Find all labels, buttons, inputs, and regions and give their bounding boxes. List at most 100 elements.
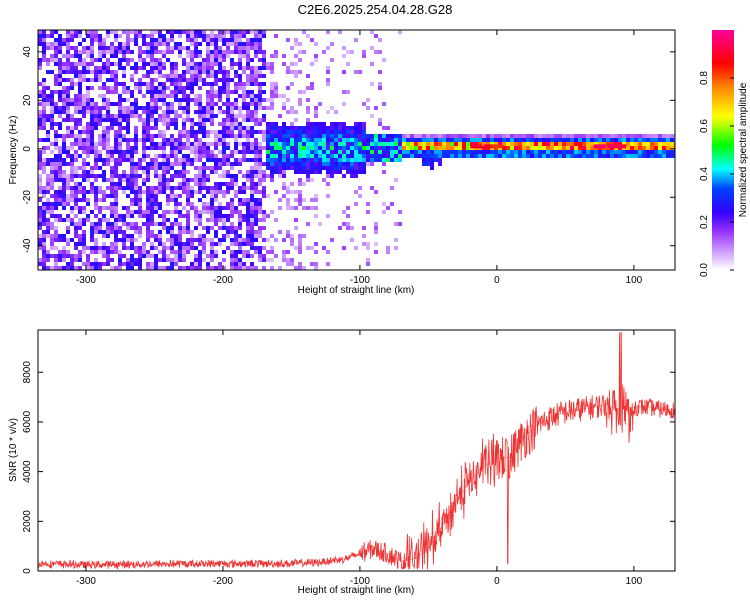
spectrogram-cell <box>174 198 178 202</box>
spectrogram-cell <box>102 82 106 86</box>
spectrogram-cell <box>382 170 386 174</box>
spectrogram-cell <box>466 134 470 138</box>
spectrogram-cell <box>314 114 318 118</box>
spectrogram-cell <box>66 146 70 150</box>
spectrogram-cell <box>414 142 418 146</box>
spectrogram-cell <box>386 158 390 162</box>
spectrogram-cell <box>118 154 122 158</box>
spectrogram-cell <box>246 178 250 182</box>
spectrogram-cell <box>290 234 294 238</box>
spectrogram-cell <box>58 38 62 42</box>
spectrogram-cell <box>262 106 266 110</box>
spectrogram-cell <box>254 66 258 70</box>
spectrogram-cell <box>270 146 274 150</box>
spectrogram-peak-cell <box>490 144 503 149</box>
spectrogram-cell <box>130 50 134 54</box>
spectrogram-cell <box>278 142 282 146</box>
spectrogram-cell <box>214 138 218 142</box>
spectrogram-cell <box>230 90 234 94</box>
spectrogram-cell <box>150 158 154 162</box>
spectrogram-cell <box>222 158 226 162</box>
spectrogram-cell <box>506 138 510 142</box>
spectrogram-cell <box>334 150 338 154</box>
spectrogram-cell <box>574 146 578 150</box>
spectrogram-cell <box>134 102 138 106</box>
spectrogram-cell <box>222 86 226 90</box>
spectrogram-cell <box>118 62 122 66</box>
spectrogram-cell <box>106 262 110 266</box>
spectrogram-cell <box>350 226 354 230</box>
spectrogram-cell <box>54 54 58 58</box>
spectrogram-cell <box>150 222 154 226</box>
spectrogram-cell <box>50 238 54 242</box>
spectrogram-cell <box>66 58 70 62</box>
spectrogram-cell <box>174 114 178 118</box>
spectrogram-cell <box>270 94 274 98</box>
spectrogram-cell <box>530 154 534 158</box>
spectrogram-cell <box>614 150 618 154</box>
spectrogram-cell <box>330 170 334 174</box>
spectrogram-cell <box>114 226 118 230</box>
spectrogram-cell <box>574 138 578 142</box>
spectrogram-cell <box>270 170 274 174</box>
spectrogram-cell <box>662 146 666 150</box>
spectrogram-cell <box>314 194 318 198</box>
spectrogram-cell <box>82 198 86 202</box>
spectrogram-cell <box>126 186 130 190</box>
spectrogram-cell <box>70 174 74 178</box>
spectrogram-cell <box>242 94 246 98</box>
spectrogram-cell <box>86 98 90 102</box>
spectrogram-cell <box>46 102 50 106</box>
spectrogram-cell <box>78 118 82 122</box>
spectrogram-cell <box>146 126 150 130</box>
spectrogram-cell <box>274 158 278 162</box>
spectrogram-cell <box>314 146 318 150</box>
spectrogram-cell <box>58 162 62 166</box>
spectrogram-cell <box>214 62 218 66</box>
spectrogram-cell <box>78 198 82 202</box>
spectrogram-cell <box>86 78 90 82</box>
spectrogram-cell <box>150 198 154 202</box>
spectrogram-cell <box>302 90 306 94</box>
spectrogram-cell <box>234 210 238 214</box>
spectrogram-cell <box>330 142 334 146</box>
spectrogram-cell <box>194 254 198 258</box>
spectrogram-cell <box>114 150 118 154</box>
spectrogram-cell <box>234 190 238 194</box>
spectrogram-cell <box>358 130 362 134</box>
spectrogram-cell <box>246 30 250 34</box>
spectrogram-cell <box>258 170 262 174</box>
spectrogram-cell <box>238 246 242 250</box>
spectrogram-cell <box>494 134 498 138</box>
spectrogram-cell <box>154 166 158 170</box>
spectrogram-cell <box>342 162 346 166</box>
spectrogram-cell <box>214 38 218 42</box>
spectrogram-cell <box>254 250 258 254</box>
spectrogram-cell <box>50 194 54 198</box>
spectrogram-cell <box>50 186 54 190</box>
spectrogram-cell <box>254 142 258 146</box>
spectrogram-cell <box>618 138 622 142</box>
spectrogram-cell <box>50 246 54 250</box>
spectrogram-cell <box>230 266 234 270</box>
spectrogram-cell <box>86 198 90 202</box>
spectrogram-cell <box>270 246 274 250</box>
spectrogram-cell <box>122 186 126 190</box>
spectrogram-cell <box>334 142 338 146</box>
spectrogram-cell <box>206 166 210 170</box>
spectrogram-cell <box>578 138 582 142</box>
spectrogram-cell <box>206 82 210 86</box>
spectrogram-cell <box>358 186 362 190</box>
spectrogram-cell <box>38 174 42 178</box>
spectrogram-cell <box>170 50 174 54</box>
spectrogram-cell <box>146 162 150 166</box>
spectrogram-cell <box>130 246 134 250</box>
spectrogram-cell <box>246 242 250 246</box>
spectrogram-cell <box>474 134 478 138</box>
spectrogram-cell <box>70 98 74 102</box>
spectrogram-cell <box>118 266 122 270</box>
spectrogram-cell <box>358 142 362 146</box>
spectrogram-cell <box>94 262 98 266</box>
spectrogram-cell <box>186 190 190 194</box>
spectrogram-cell <box>278 130 282 134</box>
